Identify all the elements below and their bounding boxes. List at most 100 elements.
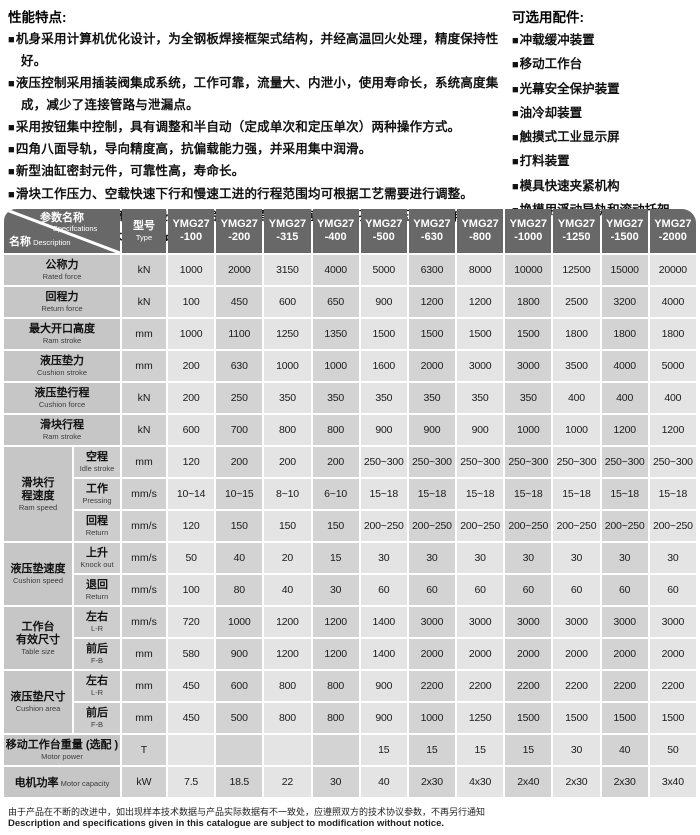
spec-value-cell: 3150 bbox=[264, 255, 311, 285]
unit-cell: kN bbox=[122, 255, 166, 285]
table-row: 液压垫尺寸 Cushion area 左右 L-R mm 450 600 800 800 900 2… bbox=[4, 671, 696, 733]
spec-value-cell: 40 bbox=[264, 575, 311, 605]
spec-value-cell: 15 bbox=[360, 735, 407, 765]
spec-value-cell: 2200 bbox=[457, 671, 504, 701]
corner-bottom-en: Description bbox=[31, 238, 71, 247]
spec-value-cell: 800 bbox=[312, 671, 359, 701]
spec-value-cell: 30 bbox=[601, 543, 648, 573]
spec-value-cell: 1200 bbox=[264, 639, 311, 669]
spec-value-cell bbox=[312, 735, 359, 765]
group-label-cell: 工作台 有效尺寸 Table size bbox=[4, 607, 72, 669]
spec-value-cell: 1800 bbox=[649, 319, 696, 349]
spec-value-cell: 15~18 bbox=[601, 479, 648, 509]
accessories-list: ■冲载缓冲装置 ■移动工作台 ■光幕安全保护装置 ■油冷却装置 ■触摸式工业显示屏 ■打料… bbox=[512, 29, 698, 223]
spec-value-cell: 200 bbox=[168, 351, 215, 381]
spec-value-cell: 7.5 bbox=[168, 767, 215, 797]
unit-cell: mm/s bbox=[122, 575, 166, 605]
spec-value-cell: 15~18 bbox=[649, 479, 696, 509]
table-row: 最大开口高度 Ram stroke mm 1000 1100 1250 1350 1500 15… bbox=[4, 319, 696, 349]
spec-value-cell: 350 bbox=[457, 383, 504, 413]
table-row: 电机功率 Motor capacity kW 7.5 18.5 22 30 40 2x30 4x… bbox=[4, 767, 696, 797]
spec-value-cell: 3500 bbox=[553, 351, 600, 381]
table-row: 滑块行程 Ram stroke kN 600 700 800 800 900 900 900 100… bbox=[4, 415, 696, 445]
table-row: 移动工作台重量 (选配 ) Motor power T 15 15 15 15 30 40 50 bbox=[4, 735, 696, 765]
table-row: 工作 Pressing mm/s 10~14 10~15 8~10 6~10 15~18 15~… bbox=[4, 479, 696, 509]
spec-value-cell: 40 bbox=[360, 767, 407, 797]
spec-value-cell: 700 bbox=[216, 415, 263, 445]
spec-value-cell: 2500 bbox=[553, 287, 600, 317]
spec-value-cell: 3x40 bbox=[649, 767, 696, 797]
spec-value-cell: 1000 bbox=[168, 319, 215, 349]
table-row: 回程力 Return force kN 100 450 600 650 900 1200 1200… bbox=[4, 287, 696, 317]
spec-value-cell: 900 bbox=[360, 671, 407, 701]
bullet-square-icon: ■ bbox=[512, 83, 519, 96]
spec-value-cell: 720 bbox=[168, 607, 215, 637]
spec-value-cell: 600 bbox=[216, 671, 263, 701]
spec-value-cell: 3000 bbox=[457, 351, 504, 381]
spec-value-cell: 1400 bbox=[360, 639, 407, 669]
table-row: 公称力 Rated force kN 1000 2000 3150 4000 5000 6300… bbox=[4, 255, 696, 285]
spec-value-cell bbox=[216, 735, 263, 765]
spec-value-cell: 10~14 bbox=[168, 479, 215, 509]
spec-value-cell: 3000 bbox=[505, 351, 552, 381]
bullet-square-icon: ■ bbox=[8, 77, 15, 90]
spec-value-cell: 1200 bbox=[457, 287, 504, 317]
spec-value-cell: 8~10 bbox=[264, 479, 311, 509]
spec-value-cell: 15~18 bbox=[457, 479, 504, 509]
row-label-cell: 公称力 Rated force bbox=[4, 255, 120, 285]
bullet-square-icon: ■ bbox=[512, 180, 519, 193]
spec-value-cell: 250~300 bbox=[360, 447, 407, 477]
footer-note-en: Description and specifications given in … bbox=[8, 818, 445, 829]
spec-value-cell bbox=[168, 735, 215, 765]
bullet-square-icon: ■ bbox=[512, 132, 519, 145]
spec-value-cell: 200 bbox=[216, 447, 263, 477]
table-row: 退回 Return mm/s 100 80 40 30 60 60 60 60 60 60 60 bbox=[4, 575, 696, 605]
spec-value-cell: 2000 bbox=[553, 639, 600, 669]
sub-label-cell: 前后 F-B bbox=[74, 639, 120, 669]
table-row: 滑块行 程速度 Ram speed 空程 Idle stroke mm 120 200 200… bbox=[4, 447, 696, 541]
spec-value-cell: 2000 bbox=[601, 639, 648, 669]
spec-value-cell bbox=[264, 735, 311, 765]
accessory-item: ■移动工作台 bbox=[512, 57, 583, 72]
spec-value-cell: 120 bbox=[168, 447, 215, 477]
spec-value-cell: 1500 bbox=[505, 319, 552, 349]
table-row: 液压垫行程 Cushion force kN 200 250 350 350 350 350 35… bbox=[4, 383, 696, 413]
spec-value-cell: 1500 bbox=[649, 703, 696, 733]
spec-value-cell: 15000 bbox=[601, 255, 648, 285]
spec-value-cell: 1200 bbox=[649, 415, 696, 445]
spec-value-cell: 450 bbox=[168, 703, 215, 733]
spec-value-cell: 800 bbox=[312, 415, 359, 445]
group-label-cell: 液压垫尺寸 Cushion area bbox=[4, 671, 72, 733]
unit-cell: kN bbox=[122, 287, 166, 317]
spec-value-cell: 900 bbox=[216, 639, 263, 669]
spec-value-cell: 200 bbox=[264, 447, 311, 477]
spec-value-cell: 2000 bbox=[649, 639, 696, 669]
spec-value-cell: 1200 bbox=[264, 607, 311, 637]
sub-label-cell: 上升 Knock out bbox=[74, 543, 120, 573]
spec-value-cell: 350 bbox=[408, 383, 456, 413]
spec-value-cell: 650 bbox=[312, 287, 359, 317]
spec-value-cell: 350 bbox=[505, 383, 552, 413]
accessory-item: ■光幕安全保护装置 bbox=[512, 81, 620, 96]
accessory-item: ■冲载缓冲装置 bbox=[512, 33, 595, 47]
spec-value-cell: 450 bbox=[168, 671, 215, 701]
sub-label-cell: 工作 Pressing bbox=[74, 479, 120, 509]
unit-cell: mm bbox=[122, 703, 166, 733]
spec-value-cell: 1800 bbox=[553, 319, 600, 349]
spec-value-cell: 600 bbox=[168, 415, 215, 445]
bullet-square-icon: ■ bbox=[512, 156, 519, 169]
bullet-square-icon: ■ bbox=[8, 188, 15, 201]
spec-value-cell: 100 bbox=[168, 575, 215, 605]
spec-value-cell: 4000 bbox=[312, 255, 359, 285]
spec-value-cell: 2x40 bbox=[505, 767, 552, 797]
accessories-heading: 可选用配件: bbox=[512, 10, 584, 25]
table-row: 回程 Return mm/s 120 150 150 150 200~250 200~250 20… bbox=[4, 511, 696, 541]
unit-cell: mm bbox=[122, 447, 166, 477]
bullet-square-icon: ■ bbox=[8, 144, 15, 157]
spec-value-cell: 400 bbox=[649, 383, 696, 413]
spec-value-cell: 250~300 bbox=[505, 447, 552, 477]
spec-value-cell: 150 bbox=[264, 511, 311, 541]
spec-value-cell: 1500 bbox=[553, 703, 600, 733]
spec-value-cell: 60 bbox=[457, 575, 504, 605]
